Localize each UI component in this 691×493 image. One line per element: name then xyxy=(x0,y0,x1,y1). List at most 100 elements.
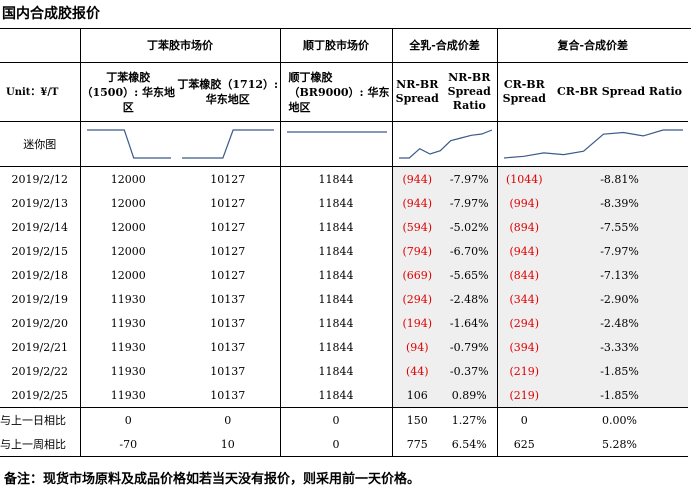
header-group-cr: 复合-合成价差 xyxy=(497,28,689,63)
col-br9000-header: 顺丁橡胶（BR9000）: 华东地区 xyxy=(280,62,393,122)
sbr1712-cell: 10127 xyxy=(176,191,281,215)
cr-br-ratio-cell: -1.85% xyxy=(551,359,689,383)
table-row: 2019/2/20 11930 10137 11844 (194) -1.64% (294)… xyxy=(0,311,689,335)
header-group-br: 顺丁胶市场价 xyxy=(280,28,393,63)
date-cell: 2019/2/21 xyxy=(0,335,81,359)
sparkline-sbr1712-line xyxy=(182,129,274,159)
sbr1712-cell: 10127 xyxy=(176,239,281,263)
date-cell: 2019/2/13 xyxy=(0,191,81,215)
sbr1712-cell: 10137 xyxy=(176,311,281,335)
sparkline-cr-br xyxy=(497,121,689,167)
br9000-change-cell: 0 xyxy=(280,407,393,432)
sparkline-nr-br xyxy=(392,121,498,167)
date-cell: 2019/2/12 xyxy=(0,166,81,191)
nr-br-ratio-cell: -5.02% xyxy=(442,215,498,239)
compare-label-cell: 与上一周相比 xyxy=(0,432,81,457)
cr-br-spread-cell: (1044) xyxy=(497,166,552,191)
cr-br-change-cell: 0 xyxy=(520,413,528,427)
sbr1712-cell: 10137 xyxy=(176,383,281,408)
cr-br-ratio-cell: -7.55% xyxy=(551,215,689,239)
cr-br-ratio-cell: -3.33% xyxy=(551,335,689,359)
sbr1500-cell: 11930 xyxy=(80,383,176,408)
cr-br-ratio-change-cell: 0.00% xyxy=(602,413,637,427)
col-sbr1712-header: 丁苯橡胶（1712）: 华东地区 xyxy=(176,62,281,122)
header-group-nr: 全乳-合成价差 xyxy=(392,28,498,63)
br9000-cell: 11844 xyxy=(280,383,393,408)
sbr1500-change-cell: -70 xyxy=(80,432,176,457)
cr-br-spread-cell: (344) xyxy=(497,287,552,311)
nr-br-spread-cell: (669) xyxy=(392,263,442,287)
br9000-cell: 11844 xyxy=(280,287,393,311)
nr-br-spread-cell: (794) xyxy=(392,239,442,263)
br9000-cell: 11844 xyxy=(280,263,393,287)
sparkline-sbr1712 xyxy=(176,121,281,167)
nr-br-spread-cell: (44) xyxy=(392,359,442,383)
table-row: 2019/2/18 12000 10127 11844 (669) -5.65% (844)… xyxy=(0,263,689,287)
date-cell: 2019/2/19 xyxy=(0,287,81,311)
header-row-columns: Unit：¥/T 丁苯橡胶（1500）: 华东地区 丁苯橡胶（1712）: 华东… xyxy=(0,62,689,122)
footnote: 备注：现货市场原料及成品价格如若当天没有报价，则采用前一天价格。 xyxy=(4,472,421,487)
cr-br-ratio-change-cell: 5.28% xyxy=(551,432,689,457)
sbr1500-cell: 12000 xyxy=(110,268,146,282)
sparkline-cr_br-line xyxy=(503,129,683,159)
nr-br-spread-cell: (944) xyxy=(392,166,442,191)
nr-br-spread-cell: (944) xyxy=(392,191,442,215)
nr-br-spread-cell: (594) xyxy=(392,215,442,239)
nr-br-ratio-change-cell: 6.54% xyxy=(442,432,498,457)
nr-br-change-cell: 775 xyxy=(392,432,442,457)
cr-br-spread-cell: (219) xyxy=(497,359,552,383)
sbr1712-change-cell: 0 xyxy=(176,407,281,432)
cr-br-ratio-cell: -2.90% xyxy=(551,287,689,311)
nr-br-ratio-cell: -7.97% xyxy=(442,191,498,215)
cr-br-ratio-cell: -7.13% xyxy=(551,263,689,287)
cr-br-spread-cell: (394) xyxy=(497,335,552,359)
cr-br-ratio-cell: -8.39% xyxy=(551,191,689,215)
table-row: 2019/2/21 11930 10137 11844 (94) -0.79% (394) -… xyxy=(0,335,689,359)
nr-br-ratio-cell: -7.97% xyxy=(442,166,498,191)
nr-br-ratio-cell: -0.79% xyxy=(442,335,498,359)
date-cell: 2019/2/25 xyxy=(0,383,81,408)
br9000-cell: 11844 xyxy=(280,239,393,263)
sbr1500-cell: 12000 xyxy=(110,244,146,258)
date-cell: 2019/2/20 xyxy=(0,311,81,335)
table-row: 2019/2/14 12000 10127 11844 (594) -5.02% (894)… xyxy=(0,215,689,239)
sbr1500-cell: 12000 xyxy=(110,172,146,186)
sbr1712-cell: 10137 xyxy=(176,287,281,311)
compare-row: 与上一日相比 0 0 0 150 1.27% 0 0.00% xyxy=(0,407,688,432)
br9000-cell: 11844 xyxy=(280,166,393,191)
table-row: 2019/2/22 11930 10137 11844 (44) -0.37% (219) -… xyxy=(0,359,689,383)
sbr1712-cell: 10137 xyxy=(176,359,281,383)
sbr1712-cell: 10137 xyxy=(176,335,281,359)
nr-br-ratio-cell: -2.48% xyxy=(442,287,498,311)
cr-br-spread-cell: (994) xyxy=(497,191,552,215)
compare-label-cell: 与上一日相比 xyxy=(0,407,81,432)
cr-br-spread-cell: (219) xyxy=(497,383,552,408)
nr-br-ratio-cell: -1.64% xyxy=(442,311,498,335)
sparkline-row: 迷你图 xyxy=(0,121,689,167)
sbr1500-cell: 12000 xyxy=(110,220,146,234)
header-corner xyxy=(0,28,81,63)
nr-br-ratio-cell: -5.65% xyxy=(442,263,498,287)
unit-label: Unit：¥/T xyxy=(0,62,81,122)
date-cell: 2019/2/14 xyxy=(0,215,81,239)
table-row: 2019/2/12 12000 10127 11844 (944) -7.97% (1044… xyxy=(0,166,689,191)
col-sbr1500-header: 丁苯橡胶（1500）: 华东地区 xyxy=(80,62,176,122)
date-cell: 2019/2/15 xyxy=(0,239,81,263)
price-table: 丁苯胶市场价 顺丁胶市场价 全乳-合成价差 复合-合成价差 Unit：¥/T 丁… xyxy=(0,28,689,457)
sparkline-nr_br-line xyxy=(398,129,492,159)
sbr1500-cell: 11930 xyxy=(110,340,146,354)
cr-br-spread-cell: (894) xyxy=(497,215,552,239)
sparkline-br9000 xyxy=(280,121,393,167)
cr-br-ratio-cell: -8.81% xyxy=(551,166,689,191)
col-nr-br-ratio-header: NR-BR Spread Ratio xyxy=(442,62,498,122)
br9000-change-cell: 0 xyxy=(280,432,393,457)
cr-br-ratio-cell: -2.48% xyxy=(551,311,689,335)
sparkline-sbr1500-line xyxy=(86,129,171,159)
col-cr-br-header: CR-BR Spread xyxy=(497,62,552,122)
col-cr-br-ratio-header: CR-BR Spread Ratio xyxy=(551,62,689,122)
br9000-cell: 11844 xyxy=(280,191,393,215)
br9000-cell: 11844 xyxy=(280,215,393,239)
sbr1500-cell: 11930 xyxy=(110,292,146,306)
br9000-cell: 11844 xyxy=(280,311,393,335)
sbr1500-change-cell: 0 xyxy=(124,413,132,427)
